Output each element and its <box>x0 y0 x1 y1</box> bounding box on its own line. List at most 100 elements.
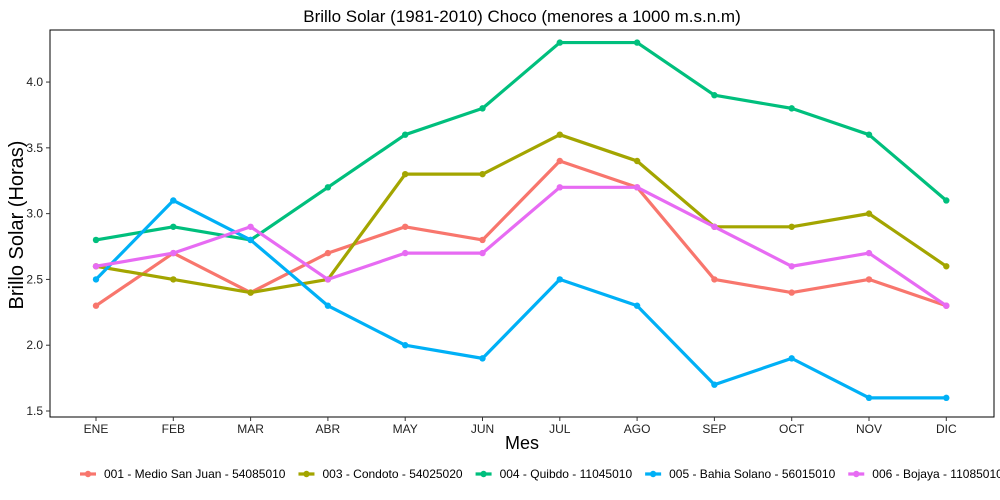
legend-label: 001 - Medio San Juan - 54085010 <box>104 467 286 481</box>
y-axis: 1.5 2.0 2.5 3.0 3.5 4.0 <box>26 75 50 418</box>
data-point <box>170 249 177 257</box>
data-point <box>92 236 100 244</box>
data-point <box>633 184 641 191</box>
data-point <box>170 276 177 283</box>
legend-label: 004 - Quibdo - 11045010 <box>500 467 633 481</box>
series-layer <box>92 39 950 402</box>
series-line <box>94 198 948 400</box>
data-point <box>556 184 563 191</box>
data-point <box>711 381 718 388</box>
data-point <box>556 276 563 283</box>
legend-key-point <box>303 470 310 478</box>
data-point <box>92 276 100 283</box>
data-point <box>865 249 873 257</box>
legend-item: 003 - Condoto - 54025020 <box>298 467 463 481</box>
legend-label: 006 - Bojaya - 11085010 <box>872 467 1000 481</box>
data-point <box>170 223 177 230</box>
x-tick-label: MAY <box>393 422 418 436</box>
x-tick-label: JUL <box>549 422 571 436</box>
data-point <box>711 223 718 230</box>
data-point <box>865 394 873 402</box>
y-axis-title: Brillo Solar (Horas) <box>6 141 28 310</box>
legend-key-point <box>649 470 657 478</box>
series-4 <box>92 197 950 402</box>
y-tick-label: 4.0 <box>26 75 43 89</box>
legend-item: 004 - Quibdo - 11045010 <box>475 467 633 481</box>
data-point <box>170 197 177 204</box>
data-point <box>556 131 563 138</box>
series-line <box>94 185 948 308</box>
x-tick-label: MAR <box>237 422 264 436</box>
data-point <box>324 276 332 283</box>
data-point <box>92 302 100 309</box>
y-tick-label: 3.0 <box>26 207 43 221</box>
series-5 <box>92 184 950 309</box>
data-point <box>788 263 795 270</box>
data-point <box>247 236 254 244</box>
legend-item: 005 - Bahia Solano - 56015010 <box>645 467 836 481</box>
data-point <box>711 276 718 283</box>
data-point <box>556 39 563 46</box>
legend-item: 001 - Medio San Juan - 54085010 <box>80 467 286 481</box>
x-tick-label: ABR <box>316 422 341 436</box>
legend-item: 006 - Bojaya - 11085010 <box>848 467 1000 481</box>
data-point <box>943 197 950 204</box>
data-point <box>788 223 795 230</box>
data-point <box>247 289 254 296</box>
data-point <box>943 263 950 270</box>
data-point <box>788 289 795 296</box>
data-point <box>402 170 409 178</box>
series-line <box>94 133 948 295</box>
data-point <box>402 131 409 138</box>
data-point <box>247 223 254 230</box>
chart-title: Brillo Solar (1981-2010) Choco (menores … <box>303 7 740 26</box>
data-point <box>865 131 873 138</box>
data-point <box>556 157 563 165</box>
data-point <box>788 105 795 112</box>
legend-key-point <box>84 470 92 478</box>
y-tick-label: 1.5 <box>26 404 43 418</box>
data-point <box>324 249 332 257</box>
data-point <box>633 157 641 165</box>
x-tick-label: JUN <box>471 422 494 436</box>
x-axis-title: Mes <box>505 433 539 453</box>
data-point <box>943 302 950 309</box>
series-3 <box>92 39 950 244</box>
data-point <box>479 249 486 257</box>
legend-key-point <box>853 470 860 478</box>
data-point <box>479 236 486 244</box>
legend-label: 005 - Bahia Solano - 56015010 <box>669 467 835 481</box>
data-point <box>92 263 100 270</box>
series-line <box>94 159 948 308</box>
series-line <box>94 40 948 242</box>
x-tick-label: SEP <box>702 422 726 436</box>
data-point <box>324 184 332 191</box>
x-tick-label: AGO <box>624 422 651 436</box>
y-tick-label: 2.0 <box>26 338 43 352</box>
x-tick-label: FEB <box>162 422 185 436</box>
x-tick-label: ENE <box>84 422 109 436</box>
x-tick-label: OCT <box>779 422 805 436</box>
legend-label: 003 - Condoto - 54025020 <box>322 467 462 481</box>
data-point <box>633 39 641 46</box>
legend-key-point <box>480 470 487 478</box>
data-point <box>479 355 486 362</box>
plot-panel <box>49 29 995 418</box>
x-tick-label: NOV <box>856 422 882 436</box>
y-tick-label: 2.5 <box>26 272 43 286</box>
y-tick-label: 3.5 <box>26 141 43 155</box>
legend: 001 - Medio San Juan - 54085010 003 - Con… <box>80 467 1000 481</box>
x-axis: ENE FEB MAR ABR MAY JUN JUL AGO SEP OCT NOV DIC <box>84 417 957 436</box>
data-point <box>943 394 950 402</box>
data-point <box>479 105 486 112</box>
data-point <box>711 92 718 99</box>
data-point <box>865 276 873 283</box>
data-point <box>402 223 409 230</box>
data-point <box>402 249 409 257</box>
data-point <box>479 170 486 178</box>
x-tick-label: DIC <box>936 422 957 436</box>
data-point <box>324 302 332 309</box>
data-point <box>402 342 409 349</box>
data-point <box>788 355 795 362</box>
